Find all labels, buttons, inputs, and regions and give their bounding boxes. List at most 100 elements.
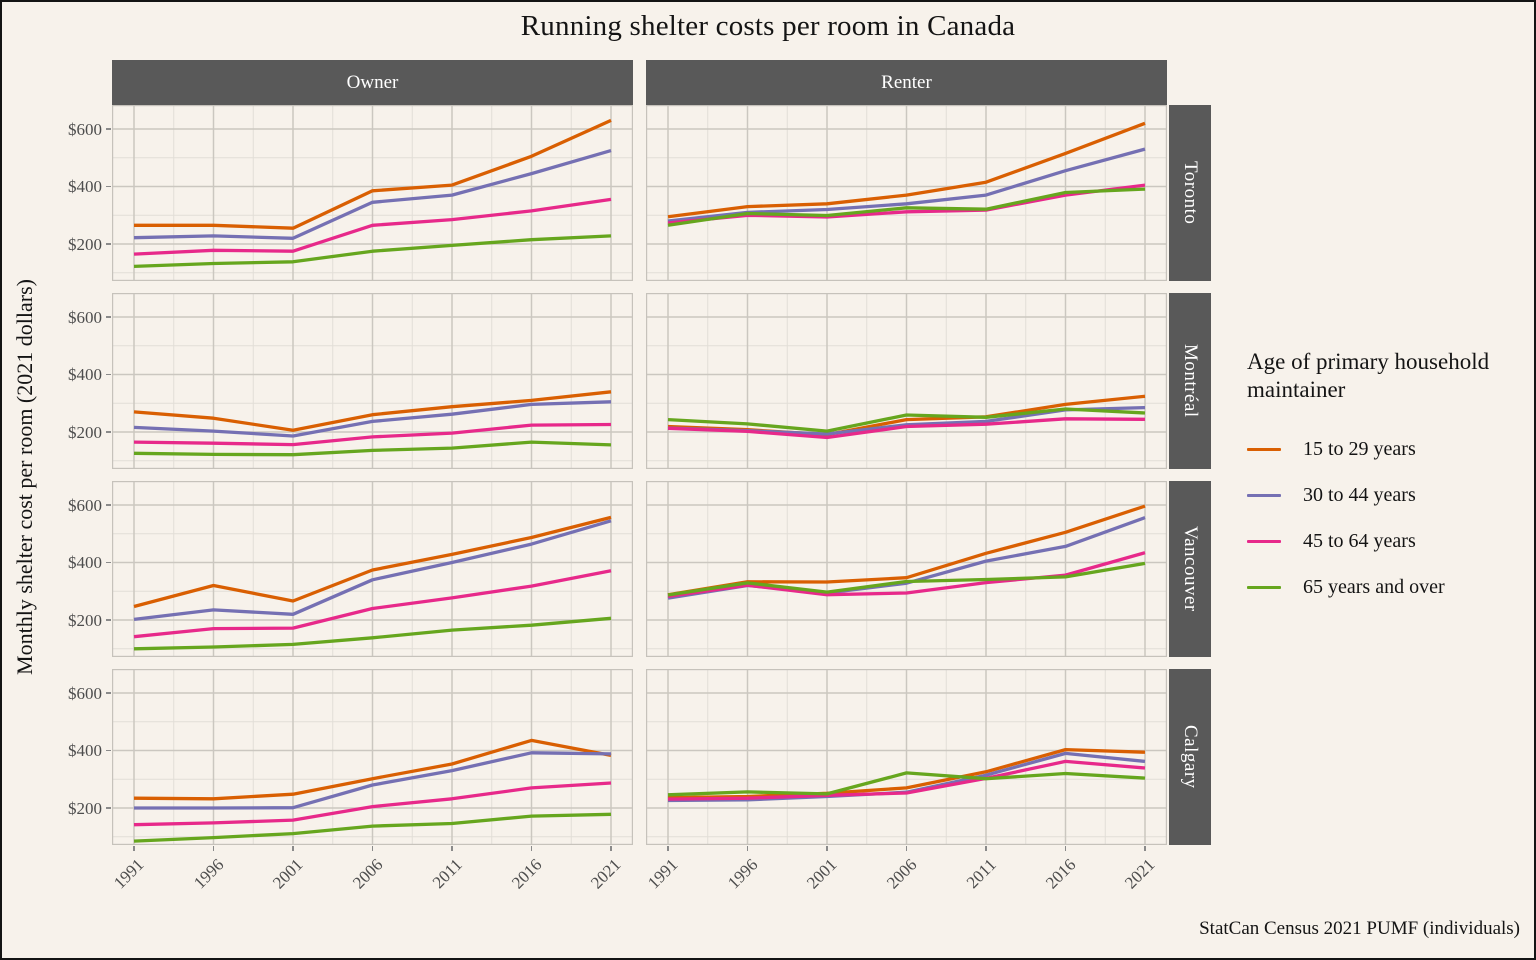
y-tick-label: $600	[68, 119, 102, 139]
x-tick-mark	[133, 846, 135, 851]
line-45-to-64-years	[667, 551, 1146, 599]
y-tick-mark	[106, 692, 111, 694]
legend-entry-65-years-and-over: 65 years and over	[1247, 564, 1532, 610]
panel-calgary-owner	[112, 669, 633, 845]
x-tick-label: 2016	[1041, 855, 1079, 893]
panel-border	[112, 293, 633, 469]
x-tick-mark	[985, 846, 987, 851]
line-65-years-and-over	[133, 616, 612, 651]
panel-border	[646, 481, 1167, 657]
y-tick-mark	[106, 431, 111, 433]
facet-strip-label: Toronto	[1180, 161, 1201, 225]
panel-calgary-renter	[646, 669, 1167, 845]
y-tick-mark	[106, 185, 111, 188]
line-65-years-and-over	[667, 771, 1146, 797]
line-65-years-and-over	[133, 812, 612, 843]
line-45-to-64-years	[667, 759, 1146, 801]
legend-entry-15-to-29-years: 15 to 29 years	[1247, 426, 1532, 472]
line-15-to-29-years	[667, 747, 1146, 800]
panel-toronto-owner	[112, 105, 633, 281]
facet-strip-montr-al: Montréal	[1169, 293, 1211, 469]
y-tick-label: $600	[68, 683, 102, 703]
facet-strip-label: Owner	[346, 71, 399, 93]
facet-strip-label: Renter	[881, 71, 932, 93]
panel-canvas	[112, 481, 633, 657]
legend-title: Age of primary household maintainer	[1247, 349, 1490, 402]
x-tick-mark	[905, 846, 908, 851]
line-45-to-64-years	[133, 569, 612, 639]
x-tick-label: 1991	[643, 855, 682, 893]
x-tick-mark	[826, 846, 828, 851]
legend-label: 65 years and over	[1303, 575, 1445, 598]
y-tick-label: $200	[68, 610, 102, 630]
y-tick-mark	[106, 561, 111, 564]
legend-line-swatch	[1247, 447, 1281, 451]
y-tick-mark	[106, 749, 111, 752]
line-30-to-44-years	[133, 519, 612, 622]
legend-entries: 15 to 29 years 30 to 44 years 45 to 64 yea…	[1247, 426, 1532, 610]
panel-border	[646, 293, 1167, 469]
line-30-to-44-years	[133, 149, 612, 240]
y-tick-mark	[106, 807, 111, 809]
line-45-to-64-years	[133, 197, 612, 256]
x-tick-mark	[212, 846, 215, 851]
legend-entry-30-to-44-years: 30 to 44 years	[1247, 472, 1532, 518]
x-tick-mark	[667, 846, 669, 851]
panel-vancouver-renter	[646, 481, 1167, 657]
x-tick-label: 2006	[882, 855, 920, 893]
x-tick-mark	[610, 846, 612, 851]
facet-strip-label: Montréal	[1180, 344, 1201, 418]
y-tick-label: $200	[68, 234, 102, 254]
line-65-years-and-over	[133, 234, 612, 269]
panel-canvas	[112, 105, 633, 281]
line-15-to-29-years	[134, 118, 612, 230]
x-tick-label: 2001	[802, 855, 841, 893]
line-45-to-64-years	[667, 417, 1146, 440]
panel-canvas	[646, 293, 1167, 469]
legend-label: 30 to 44 years	[1303, 483, 1416, 506]
x-tick-label: 2021	[586, 855, 625, 893]
line-15-to-29-years	[133, 738, 612, 801]
x-tick-mark	[1064, 846, 1067, 851]
x-tick-label: 2011	[962, 855, 1000, 893]
x-tick-mark	[371, 846, 374, 851]
facet-strip-label: Vancouver	[1180, 526, 1201, 612]
x-tick-label: 2006	[348, 855, 386, 893]
y-tick-label: $200	[68, 798, 102, 818]
y-tick-mark	[106, 243, 111, 245]
y-tick-mark	[106, 128, 111, 130]
panel-canvas	[646, 481, 1167, 657]
x-tick-mark	[451, 846, 453, 851]
panel-montr-al-renter	[646, 293, 1167, 469]
facet-strip-vancouver: Vancouver	[1169, 481, 1211, 657]
panel-vancouver-owner	[112, 481, 633, 657]
y-tick-label: $400	[68, 741, 102, 760]
panel-canvas	[112, 293, 633, 469]
facet-strip-toronto: Toronto	[1169, 105, 1211, 281]
y-tick-label: $200	[68, 422, 102, 442]
line-15-to-29-years	[133, 390, 612, 432]
y-tick-label: $400	[68, 177, 102, 196]
y-tick-mark	[106, 619, 111, 621]
x-tick-label: 2016	[507, 855, 545, 893]
panel-border	[646, 105, 1167, 281]
panel-toronto-renter	[646, 105, 1167, 281]
caption: StatCan Census 2021 PUMF (individuals)	[1199, 918, 1520, 939]
facet-strip-owner: Owner	[112, 60, 633, 105]
x-tick-mark	[746, 846, 749, 851]
y-tick-label: $600	[68, 495, 102, 515]
legend-entry-45-to-64-years: 45 to 64 years	[1247, 518, 1532, 564]
panel-border	[646, 669, 1167, 845]
x-tick-mark	[1144, 846, 1146, 851]
y-tick-mark	[106, 504, 111, 506]
line-15-to-29-years	[133, 515, 612, 609]
y-tick-label: $400	[68, 365, 102, 384]
panel-canvas	[112, 669, 633, 845]
panel-border	[112, 669, 633, 845]
panel-canvas	[646, 105, 1167, 281]
x-tick-label: 1996	[189, 855, 227, 893]
x-tick-label: 2001	[268, 855, 307, 893]
chart-title: Running shelter costs per room in Canada	[520, 10, 1016, 42]
line-45-to-64-years	[133, 781, 612, 827]
